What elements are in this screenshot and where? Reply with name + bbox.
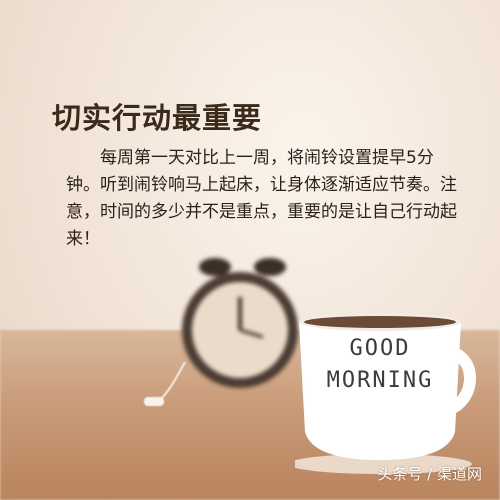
body-paragraph: 每周第一天对比上一周，将闹铃设置提早5分钟。听到闹铃响马上起床，让身体逐渐适应节… bbox=[66, 148, 457, 249]
cup-graphic bbox=[295, 313, 476, 474]
headline: 切实行动最重要 bbox=[52, 101, 263, 135]
cup-text-morning: MORNING bbox=[326, 368, 434, 393]
earphone-cord bbox=[144, 361, 186, 406]
cup-text-good: GOOD bbox=[349, 336, 411, 361]
alarm-clock bbox=[175, 255, 305, 405]
alarm-clock-graphic bbox=[182, 258, 298, 388]
watermark: 头条号 / 渠道网 bbox=[377, 465, 482, 483]
coffee-cup: GOOD MORNING bbox=[295, 312, 480, 477]
